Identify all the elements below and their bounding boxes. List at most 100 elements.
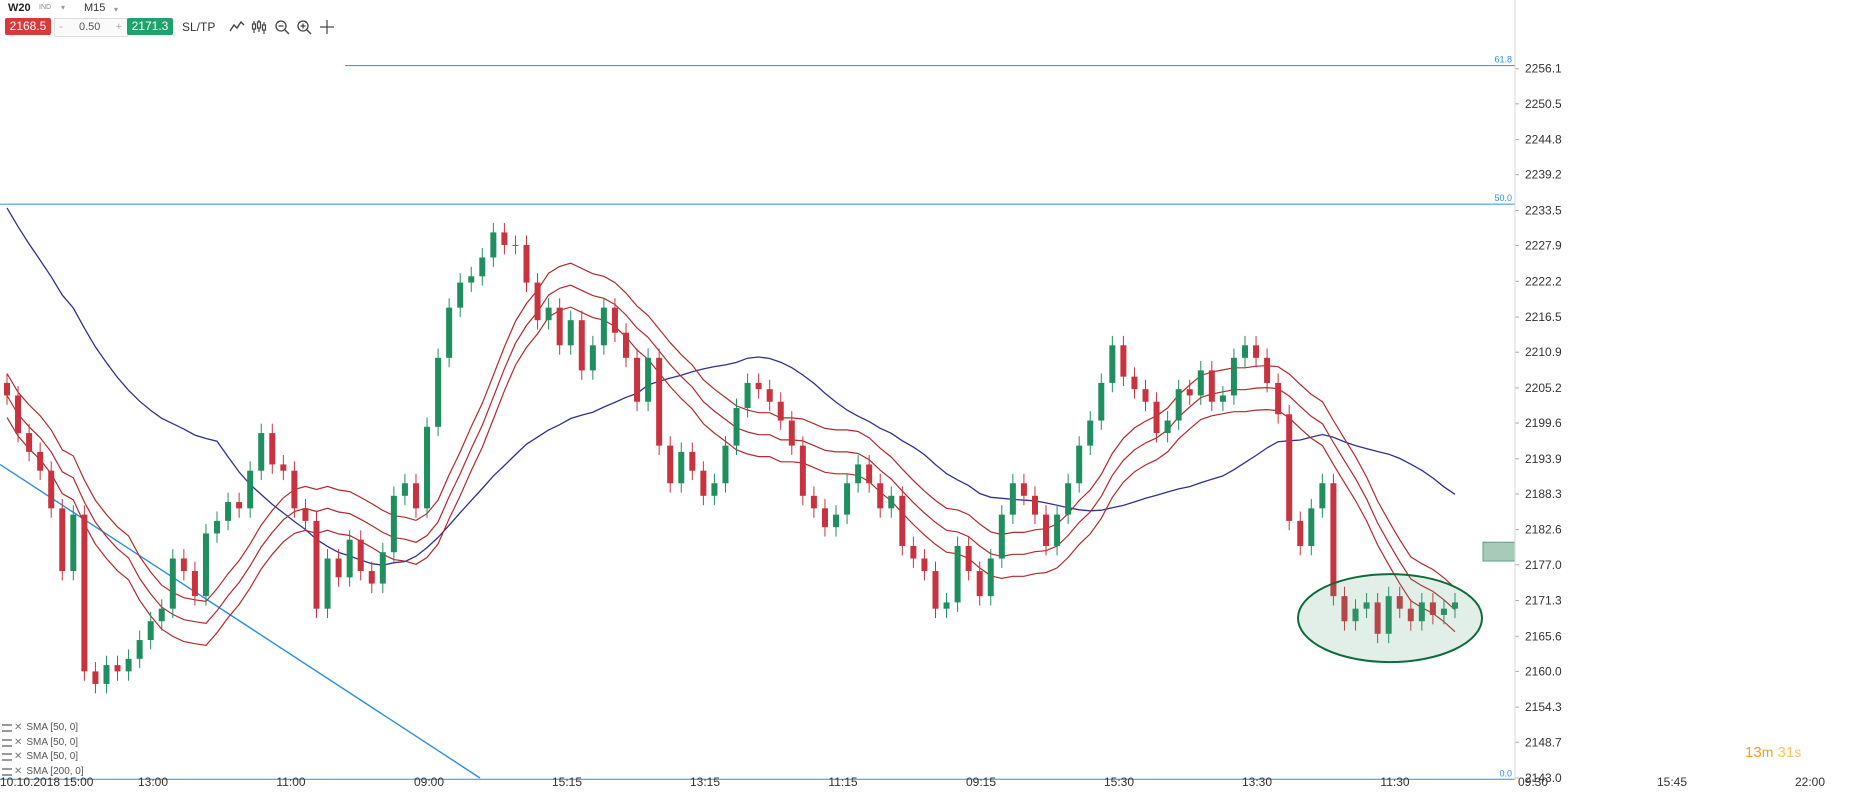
candle[interactable] [214,520,221,534]
candle[interactable] [390,495,397,553]
zoom-in-icon[interactable] [296,19,312,35]
candle[interactable] [1352,608,1359,622]
candle[interactable] [147,621,154,641]
candle[interactable] [600,307,607,346]
sma-200-line[interactable] [6,207,1456,566]
candle[interactable] [1175,389,1182,421]
candle[interactable] [103,665,110,684]
candle[interactable] [1286,414,1293,521]
legend-item[interactable]: ✕ SMA [50, 0] [2,721,84,736]
candle[interactable] [1020,483,1027,496]
candle[interactable] [1142,389,1149,402]
candle[interactable] [468,276,475,283]
candle[interactable] [1363,602,1370,609]
candle[interactable] [1440,608,1447,615]
candle[interactable] [225,502,232,521]
legend-item[interactable]: ✕ SMA [200, 0] [2,765,84,780]
legend-item[interactable]: ✕ SMA [50, 0] [2,750,84,765]
candle[interactable] [48,470,55,509]
highlight-ellipse[interactable] [1297,573,1483,664]
candle[interactable] [302,508,309,521]
sma-50-line[interactable] [6,284,1456,624]
candle[interactable] [645,357,652,402]
candle[interactable] [1065,483,1072,515]
candle[interactable] [1319,483,1326,509]
candle[interactable] [556,307,563,346]
candle[interactable] [424,426,431,509]
candle[interactable] [1253,345,1260,358]
candle[interactable] [611,307,618,333]
candle[interactable] [180,558,187,572]
support-zone[interactable] [1482,541,1516,562]
candle[interactable] [821,508,828,528]
candle[interactable] [1385,596,1392,634]
candle[interactable] [943,602,950,609]
candle[interactable] [899,495,906,546]
candle[interactable] [258,433,265,471]
candle[interactable] [357,539,364,572]
candle[interactable] [1054,514,1061,546]
candle[interactable] [1186,389,1193,396]
increase-volume-button[interactable]: + [115,21,122,33]
remove-indicator-icon[interactable]: ✕ [14,736,23,748]
candle[interactable] [1308,508,1315,546]
candle[interactable] [523,244,530,283]
candle[interactable] [70,514,77,572]
candle[interactable] [667,445,674,484]
candle[interactable] [59,508,66,572]
candle[interactable] [1374,602,1381,634]
candle[interactable] [401,483,408,496]
candle[interactable] [1043,514,1050,546]
candle[interactable] [987,558,994,597]
candle[interactable] [1153,401,1160,434]
candle[interactable] [446,307,453,358]
candle[interactable] [877,483,884,509]
candle[interactable] [888,495,895,509]
candle[interactable] [412,483,419,509]
candle[interactable] [1009,483,1016,515]
candle[interactable] [92,671,99,684]
candle[interactable] [15,395,22,434]
candle[interactable] [578,320,585,371]
candle[interactable] [866,464,873,484]
candle[interactable] [545,307,552,321]
candle[interactable] [291,470,298,509]
candle[interactable] [247,470,254,509]
candle[interactable] [191,571,198,597]
volume-stepper[interactable]: - 0.50 + [54,18,128,37]
candle[interactable] [1076,445,1083,484]
candle[interactable] [589,345,596,371]
candle[interactable] [1407,608,1414,622]
candle[interactable] [490,232,497,258]
candle[interactable] [457,282,464,308]
candle[interactable] [1341,596,1348,622]
candle[interactable] [1297,520,1304,546]
candle[interactable] [158,608,165,622]
candle[interactable] [4,382,10,396]
candle[interactable] [1330,483,1337,597]
candle[interactable] [368,571,375,584]
crosshair-icon[interactable] [319,19,335,35]
candle[interactable] [512,244,519,246]
legend-item[interactable]: ✕ SMA [50, 0] [2,736,84,751]
candle[interactable] [622,332,629,358]
remove-indicator-icon[interactable]: ✕ [14,751,23,762]
candle[interactable] [379,552,386,584]
candle[interactable] [744,382,751,408]
candle[interactable] [1418,602,1425,622]
candle[interactable] [1275,382,1282,415]
timeframe-dropdown-icon[interactable]: ▾ [114,5,119,14]
candle[interactable] [1396,596,1403,609]
candle[interactable] [998,514,1005,559]
candle[interactable] [1208,370,1215,402]
candle[interactable] [634,357,641,402]
volume-value[interactable]: 0.50 [79,21,101,33]
candle[interactable] [479,257,486,277]
candle[interactable] [335,558,342,578]
symbol-name[interactable]: W20 [8,2,31,14]
sltp-button[interactable]: SL/TP [182,20,216,34]
candle[interactable] [1087,420,1094,446]
candle[interactable] [733,408,740,446]
candle[interactable] [81,514,88,672]
